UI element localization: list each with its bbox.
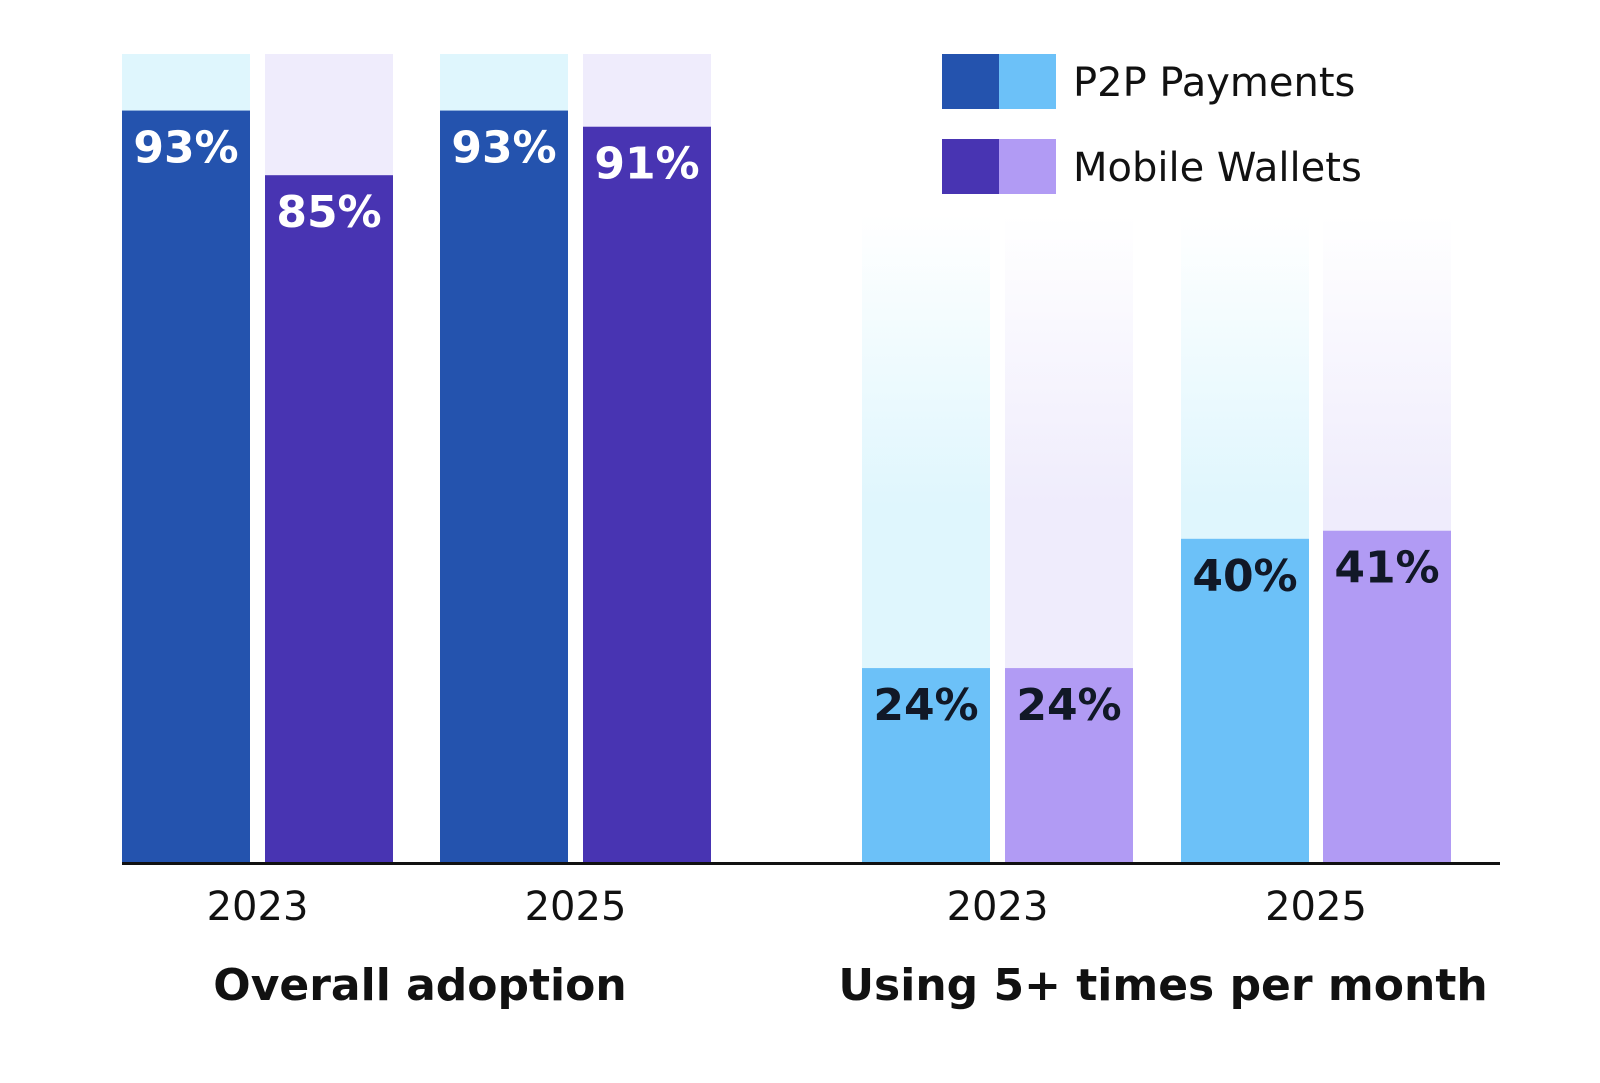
bar-p2p-2025-panel2 — [1181, 538, 1309, 862]
panel-title-1: Overall adoption — [213, 960, 626, 1011]
bar-p2p-2025-panel1 — [440, 110, 568, 862]
bar-label-p2p-2025-panel2: 40% — [1192, 551, 1297, 602]
tick-label-2023-panel1: 2023 — [207, 884, 309, 930]
bar-wallet-2023-panel2 — [1005, 668, 1133, 862]
bar-p2p-2023-panel1 — [122, 110, 250, 862]
legend-swatch-light-mobile-wallets — [999, 139, 1056, 194]
legend-label-p2p-payments: P2P Payments — [1073, 60, 1355, 106]
bar-label-wallet-2025-panel1: 91% — [594, 139, 699, 190]
tick-label-2023-panel2: 2023 — [947, 884, 1049, 930]
tick-label-2025-panel1: 2025 — [525, 884, 627, 930]
legend-swatch-dark-p2p-payments — [942, 54, 999, 109]
bar-label-p2p-2023-panel1: 93% — [133, 123, 238, 174]
bar-label-p2p-2025-panel1: 93% — [451, 123, 556, 174]
tick-label-2025-panel2: 2025 — [1265, 884, 1367, 930]
bar-wallet-2025-panel2 — [1323, 530, 1451, 862]
bar-label-wallet-2023-panel1: 85% — [276, 187, 381, 238]
panel-title-2: Using 5+ times per month — [838, 960, 1487, 1011]
legend-label-mobile-wallets: Mobile Wallets — [1073, 145, 1362, 191]
bar-p2p-2023-panel2 — [862, 668, 990, 862]
bar-wallet-2025-panel1 — [583, 126, 711, 863]
legend-swatch-dark-mobile-wallets — [942, 139, 999, 194]
bar-label-p2p-2023-panel2: 24% — [873, 680, 978, 731]
bar-label-wallet-2025-panel2: 41% — [1334, 543, 1439, 594]
legend-swatch-light-p2p-payments — [999, 54, 1056, 109]
bar-label-wallet-2023-panel2: 24% — [1016, 680, 1121, 731]
bar-wallet-2023-panel1 — [265, 175, 393, 862]
